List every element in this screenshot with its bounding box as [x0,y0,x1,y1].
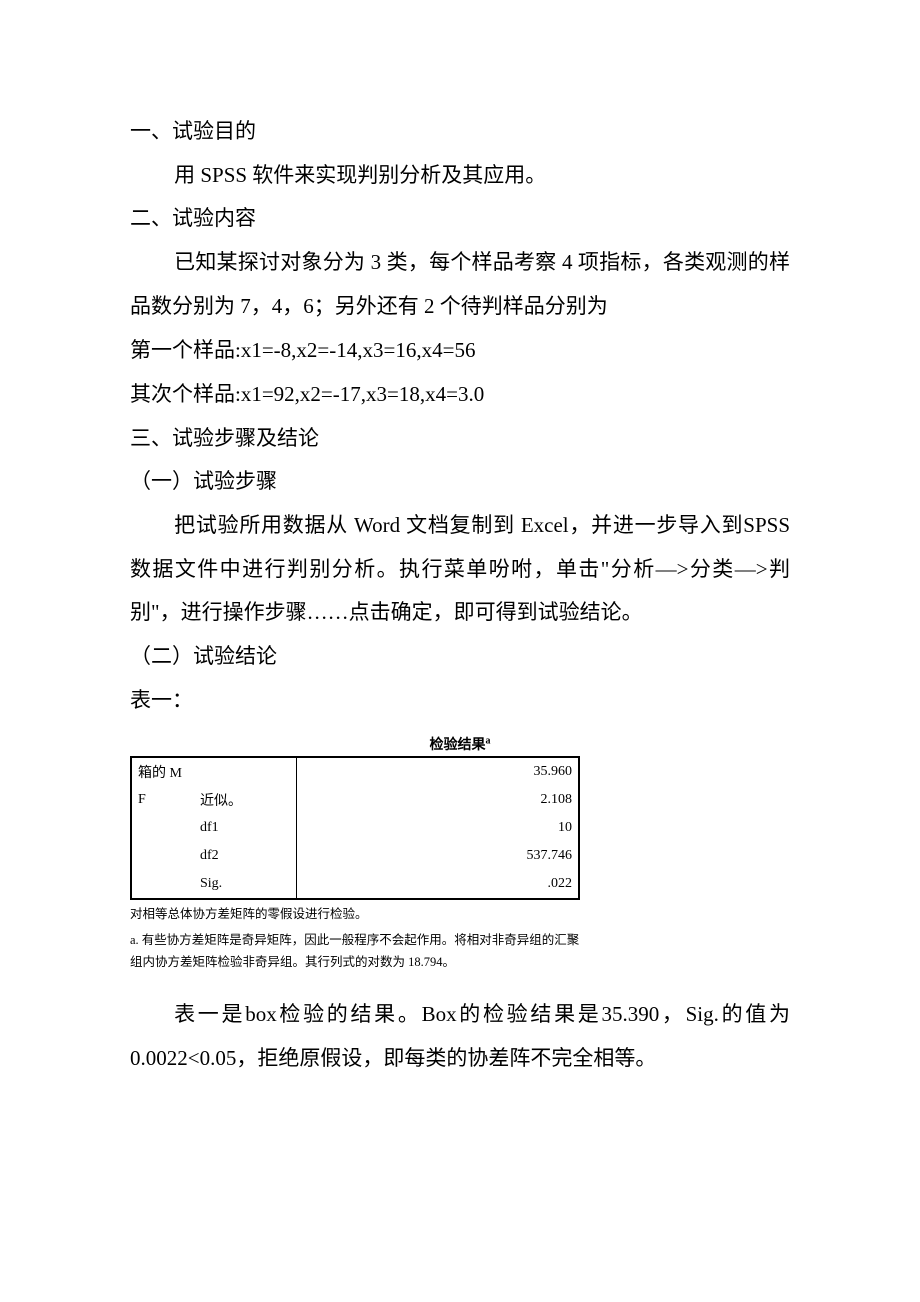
table-row: F 近似。 2.108 [131,786,579,814]
table-1-conclusion: 表一是box检验的结果。Box的检验结果是35.390，Sig.的值为0.002… [130,992,790,1080]
table-row: df1 10 [131,814,579,842]
section-3-2-heading: （二）试验结论 [130,635,790,679]
table-1-title: 检验结果a [130,734,790,754]
cell-val: 10 [297,814,580,842]
table-1-footnote-2: a. 有些协方差矩阵是奇异矩阵，因此一般程序不会起作用。将相对非奇异组的汇聚组内… [130,930,590,974]
section-3-1-body: 把试验所用数据从 Word 文档复制到 Excel，并进一步导入到SPSS 数据… [130,504,790,635]
cell-c1 [131,814,194,842]
cell-val: 2.108 [297,786,580,814]
section-3-1-heading: （一）试验步骤 [130,460,790,504]
table-1-wrap: 检验结果a 箱的 M 35.960 F 近似。 2.108 df1 10 df2… [130,734,790,974]
table-1: 箱的 M 35.960 F 近似。 2.108 df1 10 df2 537.7… [130,756,580,900]
document-page: 一、试验目的 用 SPSS 软件来实现判别分析及其应用。 二、试验内容 已知某探… [0,0,920,1302]
section-1-heading: 一、试验目的 [130,110,790,154]
cell-c1 [131,842,194,870]
cell-c2: Sig. [194,870,297,899]
cell-c2: 近似。 [194,786,297,814]
sample-2: 其次个样品:x1=92,x2=-17,x3=18,x4=3.0 [130,372,790,416]
table-row: 箱的 M 35.960 [131,757,579,786]
table-1-footnote-1: 对相等总体协方差矩阵的零假设进行检验。 [130,904,790,926]
cell-c1: 箱的 M [131,757,194,786]
section-2-heading: 二、试验内容 [130,197,790,241]
table-1-label: 表一： [130,679,790,723]
section-1-body: 用 SPSS 软件来实现判别分析及其应用。 [130,154,790,198]
cell-val: 35.960 [297,757,580,786]
cell-c1: F [131,786,194,814]
table-1-title-text: 检验结果 [430,738,486,753]
table-row: Sig. .022 [131,870,579,899]
cell-c2: df1 [194,814,297,842]
cell-c2 [194,757,297,786]
table-1-title-sup: a [486,736,491,747]
cell-c1 [131,870,194,899]
cell-val: .022 [297,870,580,899]
table-row: df2 537.746 [131,842,579,870]
section-2-body-1: 已知某探讨对象分为 3 类，每个样品考察 4 项指标，各类观测的样品数分别为 7… [130,241,790,328]
cell-val: 537.746 [297,842,580,870]
section-3-heading: 三、试验步骤及结论 [130,417,790,461]
sample-1: 第一个样品:x1=-8,x2=-14,x3=16,x4=56 [130,328,790,372]
cell-c2: df2 [194,842,297,870]
